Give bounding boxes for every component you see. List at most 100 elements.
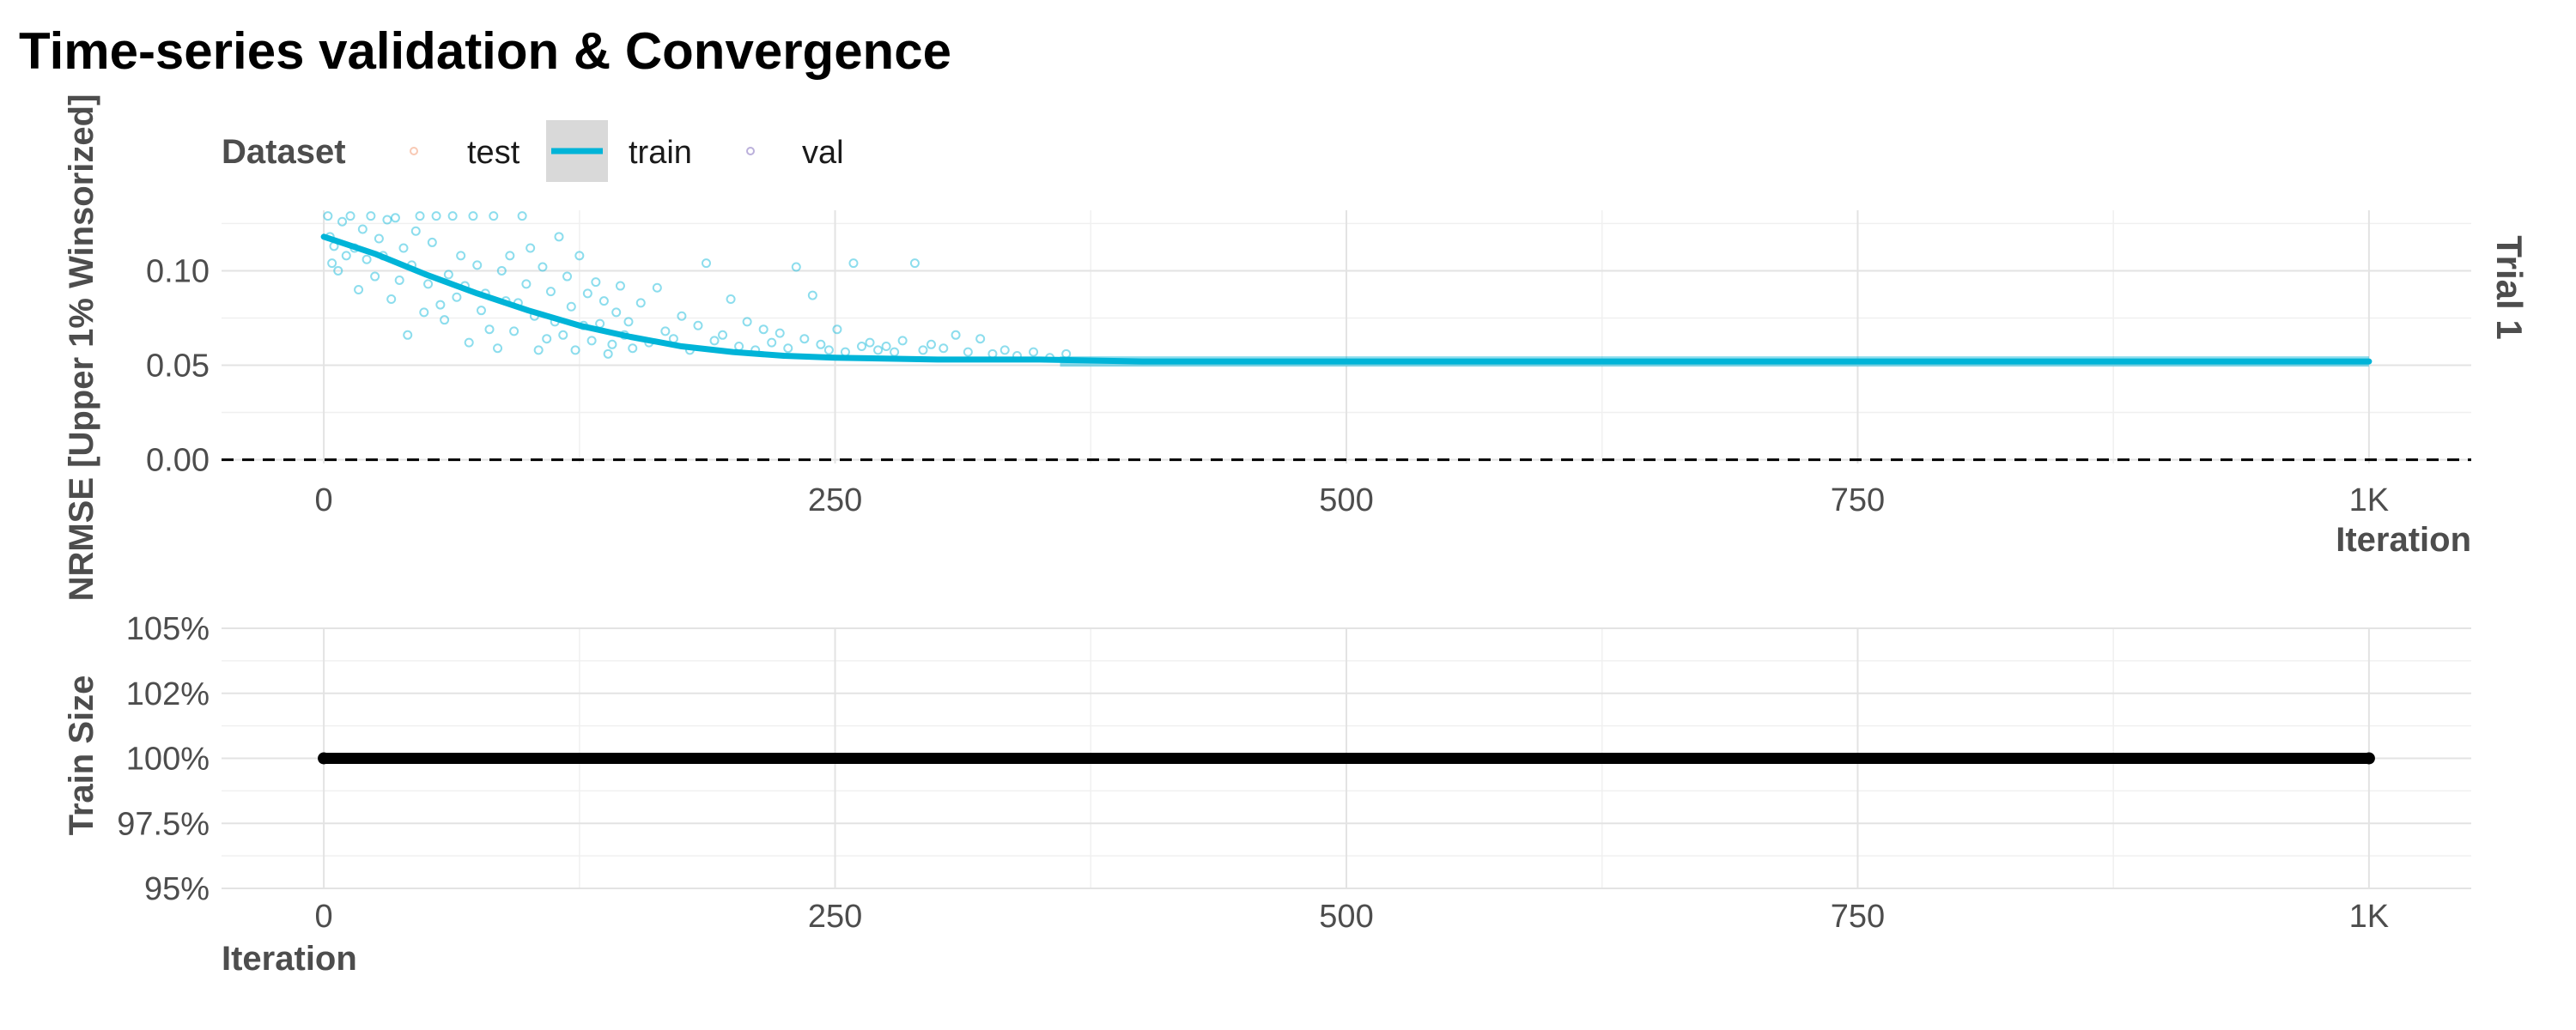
train-point	[447, 211, 458, 221]
train-point	[562, 271, 573, 282]
train-point	[783, 343, 793, 354]
train-point	[390, 213, 400, 223]
train-point	[1029, 347, 1039, 357]
legend-key-test	[410, 147, 418, 155]
train-point	[677, 311, 687, 321]
train-point	[897, 336, 908, 346]
train-size-point-end	[2362, 752, 2375, 765]
train-size-x-tick-label: 250	[808, 899, 862, 935]
train-size-x-tick-labels: 0 250 500 750 1K	[315, 899, 2390, 935]
train-point	[403, 330, 413, 340]
nrmse-y-axis-title: NRMSE [Upper 1% Winsorized]	[63, 94, 100, 602]
train-point	[341, 251, 351, 261]
train-point	[734, 342, 744, 352]
legend-key-val	[746, 147, 755, 155]
train-point	[327, 258, 337, 269]
legend-label-val: val	[802, 135, 844, 171]
train-point	[840, 347, 850, 357]
nrmse-x-tick-label: 250	[808, 482, 862, 518]
nrmse-x-axis-title: Iteration	[2336, 521, 2471, 559]
train-point	[538, 262, 548, 272]
nrmse-x-tick-labels: 0 250 500 750 1K	[315, 482, 2390, 518]
train-point	[591, 277, 601, 288]
train-point	[718, 330, 728, 340]
train-point	[554, 232, 564, 242]
train-point	[410, 226, 421, 236]
nrmse-y-tick-label: 0.05	[146, 348, 210, 385]
train-point	[452, 292, 462, 302]
train-point	[419, 307, 429, 318]
train-point	[533, 345, 544, 355]
train-point	[758, 324, 769, 335]
train-point	[693, 320, 703, 330]
train-point	[440, 315, 450, 325]
train-point	[566, 301, 576, 312]
nrmse-x-tick-label: 500	[1319, 482, 1373, 518]
train-point	[435, 300, 446, 310]
train-point	[660, 326, 671, 336]
train-point	[382, 215, 392, 225]
train-size-x-tick-label: 0	[315, 899, 333, 935]
train-size-y-axis-title: Train Size	[63, 676, 100, 836]
train-point	[496, 265, 507, 276]
train-point	[468, 211, 478, 221]
nrmse-y-tick-label: 0.00	[146, 443, 210, 479]
train-point	[526, 243, 536, 253]
train-point	[607, 339, 617, 349]
train-point	[807, 290, 817, 300]
train-point	[582, 288, 592, 299]
train-point	[586, 336, 597, 346]
train-point	[464, 337, 474, 348]
strip-label-trial: Trial 1	[2489, 235, 2530, 339]
train-point	[999, 345, 1010, 355]
train-point	[857, 342, 867, 352]
nrmse-x-tick-label: 1K	[2349, 482, 2389, 518]
train-point	[881, 342, 891, 352]
train-point	[816, 339, 826, 349]
train-size-point-start	[318, 752, 331, 765]
train-size-x-tick-label: 750	[1831, 899, 1885, 935]
train-size-y-tick-label: 95%	[144, 871, 210, 907]
train-point	[701, 258, 711, 269]
train-point	[545, 287, 556, 297]
train-point	[509, 326, 519, 336]
train-point	[595, 318, 605, 329]
train-point	[423, 279, 434, 289]
train-point	[415, 211, 425, 221]
train-size-x-axis-title: Iteration	[222, 940, 357, 978]
train-point	[628, 343, 638, 354]
train-point	[799, 334, 810, 344]
train-size-x-tick-label: 500	[1319, 899, 1373, 935]
train-size-y-tick-labels: 95% 97.5% 100% 102% 105%	[117, 611, 210, 907]
train-point	[848, 258, 859, 269]
train-point	[427, 237, 437, 247]
nrmse-y-tick-label: 0.10	[146, 253, 210, 289]
train-point	[909, 258, 920, 269]
train-point	[742, 317, 752, 327]
legend-label-test: test	[467, 135, 520, 171]
train-point	[374, 233, 384, 244]
train-size-x-tick-label: 1K	[2349, 899, 2389, 935]
train-point	[615, 281, 625, 291]
train-point	[398, 243, 409, 253]
train-point	[357, 224, 368, 234]
train-point	[598, 296, 609, 306]
train-point	[517, 211, 527, 221]
train-point	[354, 284, 364, 294]
train-point	[542, 334, 552, 344]
nrmse-panel: 0.00 0.05 0.10 0 250 500 750 1K Iteration Tria…	[146, 210, 2530, 559]
train-point	[726, 294, 736, 304]
train-point	[873, 345, 884, 355]
train-point	[926, 339, 936, 349]
train-point	[570, 345, 580, 355]
train-point	[611, 307, 622, 318]
train-point	[386, 294, 397, 304]
train-point	[709, 336, 720, 346]
train-point	[337, 216, 348, 227]
train-point	[370, 271, 380, 282]
train-point	[623, 317, 634, 327]
train-point	[603, 348, 613, 359]
train-point	[939, 343, 949, 354]
train-point	[951, 330, 961, 340]
